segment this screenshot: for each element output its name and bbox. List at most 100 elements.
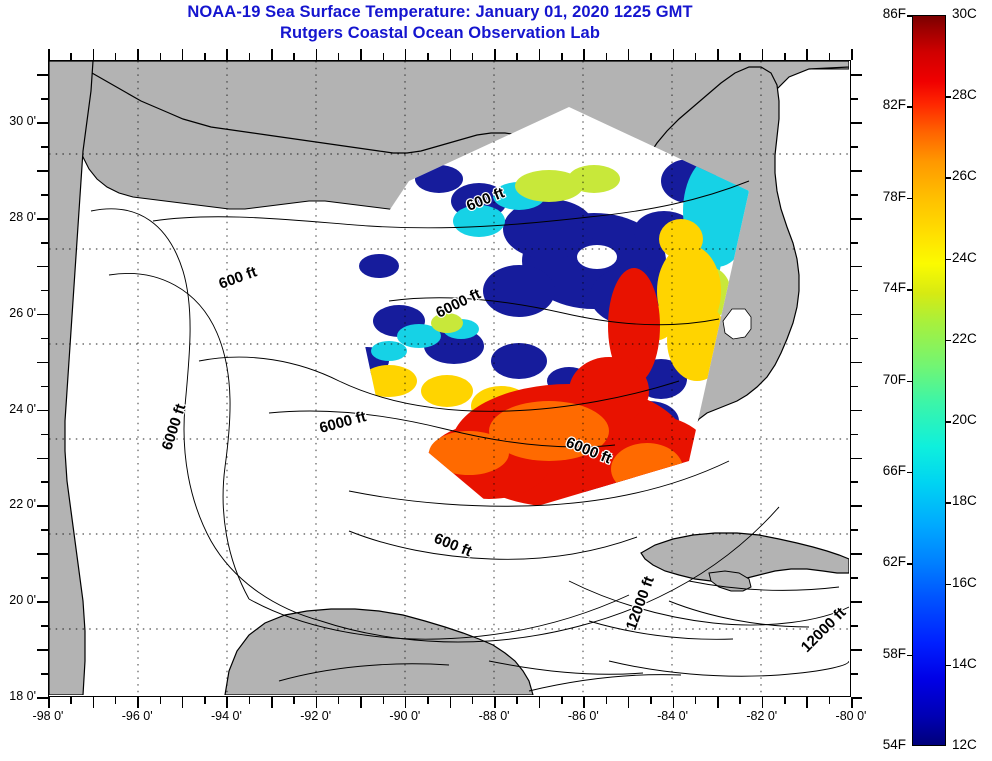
y-axis-label: 28 0' — [9, 210, 36, 225]
y-axis-label: 24 0' — [9, 401, 36, 416]
x-axis-major-tick — [761, 697, 764, 708]
x-axis-label: -88 0' — [478, 709, 510, 723]
x-axis-label: -80 0' — [835, 709, 867, 723]
x-axis-minor-tick-top — [561, 53, 563, 60]
x-axis-minor-tick-top — [427, 53, 429, 60]
x-axis-minor-tick-top — [248, 53, 251, 60]
y-axis-minor-tick — [41, 481, 48, 483]
map-plot-area[interactable]: 600 ft 600 ft 6000 ft 6000 ft 6000 ft 60… — [48, 60, 851, 697]
colorbar-tick-right — [945, 177, 951, 180]
y-axis-minor-tick — [41, 194, 48, 196]
colorbar-celsius-label: 12C — [952, 737, 977, 752]
x-axis-minor-tick — [114, 697, 117, 704]
y-axis-minor-tick-right — [851, 98, 858, 100]
colorbar-fahrenheit-label: 70F — [882, 371, 906, 387]
y-axis-minor-tick — [41, 433, 48, 436]
colorbar-fahrenheit-label: 82F — [882, 97, 906, 113]
colorbar-tick-left — [907, 654, 913, 657]
colorbar-fahrenheit-label: 62F — [882, 554, 906, 570]
page-subtitle: Rutgers Coastal Ocean Observation Lab — [279, 24, 601, 42]
y-axis-major-tick-right — [851, 218, 862, 220]
colorbar-celsius-label: 28C — [952, 87, 977, 103]
x-axis-minor-tick-top — [739, 53, 741, 60]
y-axis-minor-tick-right — [851, 625, 858, 627]
x-axis-major-tick-top — [92, 49, 95, 60]
x-axis-minor-tick — [828, 697, 831, 704]
y-axis-label: 22 0' — [9, 497, 36, 512]
y-axis-major-tick — [37, 74, 48, 76]
colorbar-tick-left — [907, 106, 913, 108]
y-axis-major-tick — [37, 505, 48, 507]
colorbar-gradient — [912, 15, 946, 746]
colorbar-tick-right — [945, 664, 951, 667]
x-axis-label: -86 0' — [567, 709, 599, 723]
y-axis-major-tick-right — [851, 122, 862, 124]
y-axis-minor-tick-right — [851, 194, 858, 196]
x-axis-minor-tick — [784, 697, 786, 704]
x-axis-minor-tick-top — [828, 53, 831, 60]
x-axis-major-tick-top — [48, 49, 50, 60]
x-axis-major-tick-top — [717, 49, 719, 60]
y-axis-minor-tick — [41, 289, 48, 292]
x-axis-minor-tick — [337, 697, 340, 704]
x-axis-major-tick — [315, 697, 318, 708]
x-axis-minor-tick — [561, 697, 563, 704]
lake-okeechobee — [722, 308, 752, 340]
y-axis-major-tick-right — [851, 170, 862, 172]
colorbar-fahrenheit-label: 54F — [882, 737, 906, 752]
x-axis-minor-tick-top — [784, 53, 786, 60]
colorbar-fahrenheit-label: 66F — [882, 462, 906, 478]
chart-title-block: NOAA-19 Sea Surface Temperature: January… — [0, 2, 880, 44]
x-axis-minor-tick — [650, 697, 652, 704]
y-axis-major-tick-right — [851, 74, 862, 76]
x-axis-major-tick-top — [538, 49, 541, 60]
x-axis-label: -96 0' — [121, 709, 153, 723]
x-axis-minor-tick — [739, 697, 741, 704]
y-axis-minor-tick-right — [851, 673, 858, 675]
colorbar-legend[interactable] — [912, 15, 946, 746]
land-west-coast — [49, 61, 94, 695]
colorbar-tick-right — [945, 421, 951, 423]
x-axis-major-tick-top — [360, 49, 362, 60]
colorbar-celsius-label: 18C — [952, 493, 977, 509]
y-axis-major-tick — [37, 457, 48, 460]
y-axis-minor-tick — [41, 529, 48, 531]
colorbar-celsius-label: 16C — [952, 574, 977, 590]
x-axis-minor-tick-top — [159, 53, 162, 60]
x-axis-major-tick-top — [226, 49, 228, 60]
colorbar-tick-left — [907, 15, 913, 17]
x-axis-minor-tick — [694, 697, 697, 704]
y-axis-major-tick-right — [851, 697, 862, 699]
x-axis-minor-tick — [70, 697, 72, 704]
land-cuba — [640, 532, 849, 582]
y-axis-major-tick — [37, 553, 48, 555]
y-axis-major-tick-right — [851, 649, 862, 651]
x-axis-major-tick-top — [404, 49, 407, 60]
x-axis-major-tick — [806, 697, 808, 708]
x-axis-major-tick-top — [271, 49, 273, 60]
colorbar-celsius-label: 30C — [952, 6, 977, 21]
y-axis-major-tick — [37, 265, 48, 268]
y-axis-major-tick — [37, 361, 48, 364]
colorbar-tick-left — [907, 289, 913, 291]
y-axis-minor-tick-right — [851, 433, 858, 436]
x-axis-minor-tick — [427, 697, 429, 704]
colorbar-fahrenheit-label: 78F — [882, 188, 906, 204]
y-axis-major-tick-right — [851, 601, 862, 603]
y-axis-label: 18 0' — [9, 689, 36, 703]
bathymetry-contours — [90, 180, 849, 692]
x-axis-major-tick-top — [627, 49, 630, 60]
colorbar-celsius-label: 20C — [952, 412, 977, 428]
x-axis-major-tick-top — [494, 49, 496, 60]
colorbar-tick-left — [907, 563, 913, 565]
x-axis-major-tick-top — [181, 49, 184, 60]
y-axis-label: 20 0' — [9, 593, 36, 608]
colorbar-celsius-label: 24C — [952, 249, 977, 265]
y-axis-major-tick-right — [851, 265, 862, 268]
y-axis-minor-tick-right — [851, 481, 858, 483]
y-axis-minor-tick-right — [851, 529, 858, 531]
x-axis-major-tick-top — [761, 49, 764, 60]
x-axis-minor-tick-top — [471, 53, 474, 60]
x-axis-major-tick-top — [449, 49, 451, 60]
x-axis-minor-tick-top — [382, 53, 385, 60]
